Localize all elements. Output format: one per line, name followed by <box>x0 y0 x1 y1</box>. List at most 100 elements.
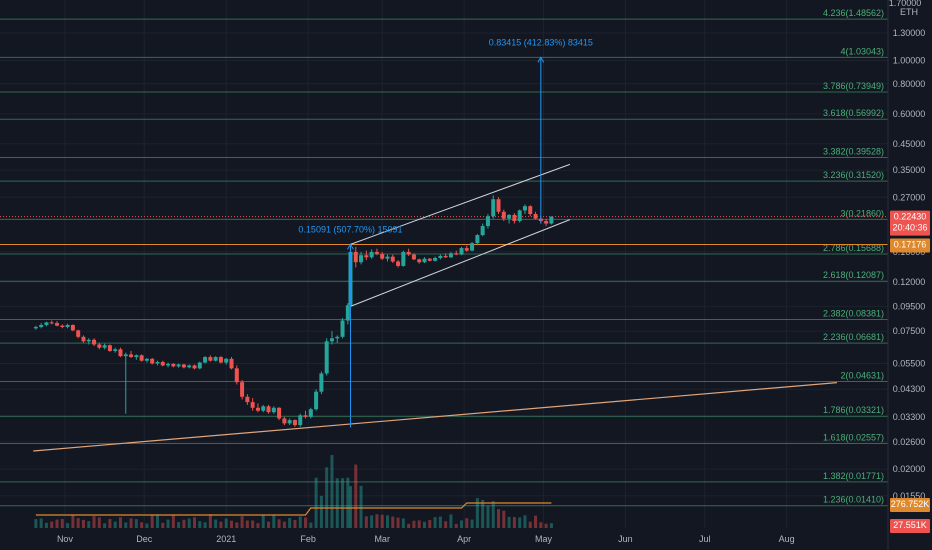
fib-level-label: 4.236(1.48562) <box>823 8 884 18</box>
candle-body <box>464 248 469 251</box>
long-trendline <box>33 382 837 452</box>
candle-body <box>266 406 271 413</box>
candle-body <box>335 336 340 339</box>
volume-bar <box>177 522 181 528</box>
last-price-badge-value: 0.22430 <box>894 212 927 222</box>
candle-body <box>86 339 91 342</box>
fib-level-label: 4(1.03043) <box>840 46 884 56</box>
volume-bar <box>380 514 384 528</box>
measure-arrowhead <box>347 243 354 250</box>
volume-bar <box>272 515 276 528</box>
fib-level-label: 3.786(0.73949) <box>823 81 884 91</box>
y-tick-label: 0.12000 <box>893 277 926 287</box>
volume-bar <box>470 519 474 528</box>
candle-body <box>491 199 496 217</box>
candle-body <box>396 261 401 266</box>
candle-body <box>549 216 554 224</box>
candle-body <box>533 214 538 219</box>
volume-bar <box>214 519 218 528</box>
candle-body <box>113 349 118 351</box>
channel-lower-line[interactable] <box>350 219 571 307</box>
candle-body <box>208 357 213 361</box>
volume-bar <box>319 495 323 528</box>
candle-body <box>353 251 358 263</box>
fib-level-label: 2.236(0.06681) <box>823 332 884 342</box>
candle-body <box>107 345 112 351</box>
fib-level-label: 1.786(0.03321) <box>823 405 884 415</box>
x-tick-label: Aug <box>779 534 795 544</box>
volume-bar <box>161 522 165 528</box>
volume-bar <box>412 520 416 528</box>
volume-bar <box>507 516 511 528</box>
candle-body <box>224 358 229 363</box>
volume-bar <box>549 523 553 528</box>
candle-body <box>390 256 395 262</box>
volume-bar <box>449 514 453 528</box>
candle-body <box>314 391 319 410</box>
volume-bar <box>192 517 196 528</box>
measure-arrowhead <box>537 56 545 63</box>
candle-body <box>470 243 475 251</box>
volume-bar <box>277 519 281 528</box>
candle-body <box>160 361 165 366</box>
volume-bar <box>245 520 249 528</box>
volume-bar <box>534 515 538 528</box>
candle-body <box>324 341 329 374</box>
y-tick-label: 0.02000 <box>893 464 926 474</box>
fib-level-label: 2.382(0.08381) <box>823 308 884 318</box>
candle-body <box>245 396 250 403</box>
y-tick-label: 0.07500 <box>893 326 926 336</box>
candle-body <box>49 322 54 324</box>
volume-bar <box>288 517 292 528</box>
fib-level-label: 3(0.21860) <box>840 208 884 218</box>
candle-body <box>329 338 334 342</box>
last-price-badge-timer: 20:40:36 <box>892 223 927 233</box>
x-tick-label: Dec <box>136 534 153 544</box>
candle-body <box>240 382 245 397</box>
candle-body <box>139 355 144 361</box>
candle-body <box>485 216 490 227</box>
candle-body <box>60 325 65 327</box>
y-tick-label: 0.04300 <box>893 384 926 394</box>
channel-upper-line[interactable] <box>350 163 571 245</box>
candle-body <box>33 326 38 329</box>
level-price-badge-value: 0.17176 <box>894 240 927 250</box>
volume-bar <box>235 522 239 528</box>
candle-body <box>385 256 390 259</box>
volume-bar <box>512 517 516 528</box>
volume-bar <box>359 485 363 528</box>
volume-bar <box>240 516 244 528</box>
volume-bar <box>481 499 485 528</box>
y-tick-label: 0.09500 <box>893 301 926 311</box>
measure-label: 0.83415 (412.83%) 83415 <box>489 37 593 47</box>
volume-bar <box>55 519 59 528</box>
candle-body <box>501 211 506 219</box>
level-price-badge-bg <box>890 238 930 253</box>
volume-bar <box>230 520 234 528</box>
volume-bar <box>71 515 75 528</box>
volume-bar <box>314 477 318 528</box>
x-tick-label: Apr <box>457 534 471 544</box>
candle-body <box>287 420 292 424</box>
volume-ma-line <box>35 502 552 516</box>
volume-bar <box>375 514 379 528</box>
candle-body <box>475 235 480 244</box>
candle-body <box>102 345 107 348</box>
volume-bar <box>113 521 117 528</box>
candle-body <box>345 305 350 321</box>
candle-body <box>364 255 369 258</box>
volume-bar <box>203 522 207 528</box>
candle-body <box>150 358 155 364</box>
fib-level-label: 3.618(0.56992) <box>823 108 884 118</box>
candle-body <box>406 251 411 255</box>
volume-bar <box>282 521 286 528</box>
candle-body <box>319 373 324 392</box>
candle-body <box>144 358 149 361</box>
volume-bar <box>401 518 405 528</box>
volume-bar <box>502 510 506 528</box>
candle-body <box>340 320 345 337</box>
volume-bar <box>438 516 442 528</box>
candle-body <box>171 363 176 367</box>
